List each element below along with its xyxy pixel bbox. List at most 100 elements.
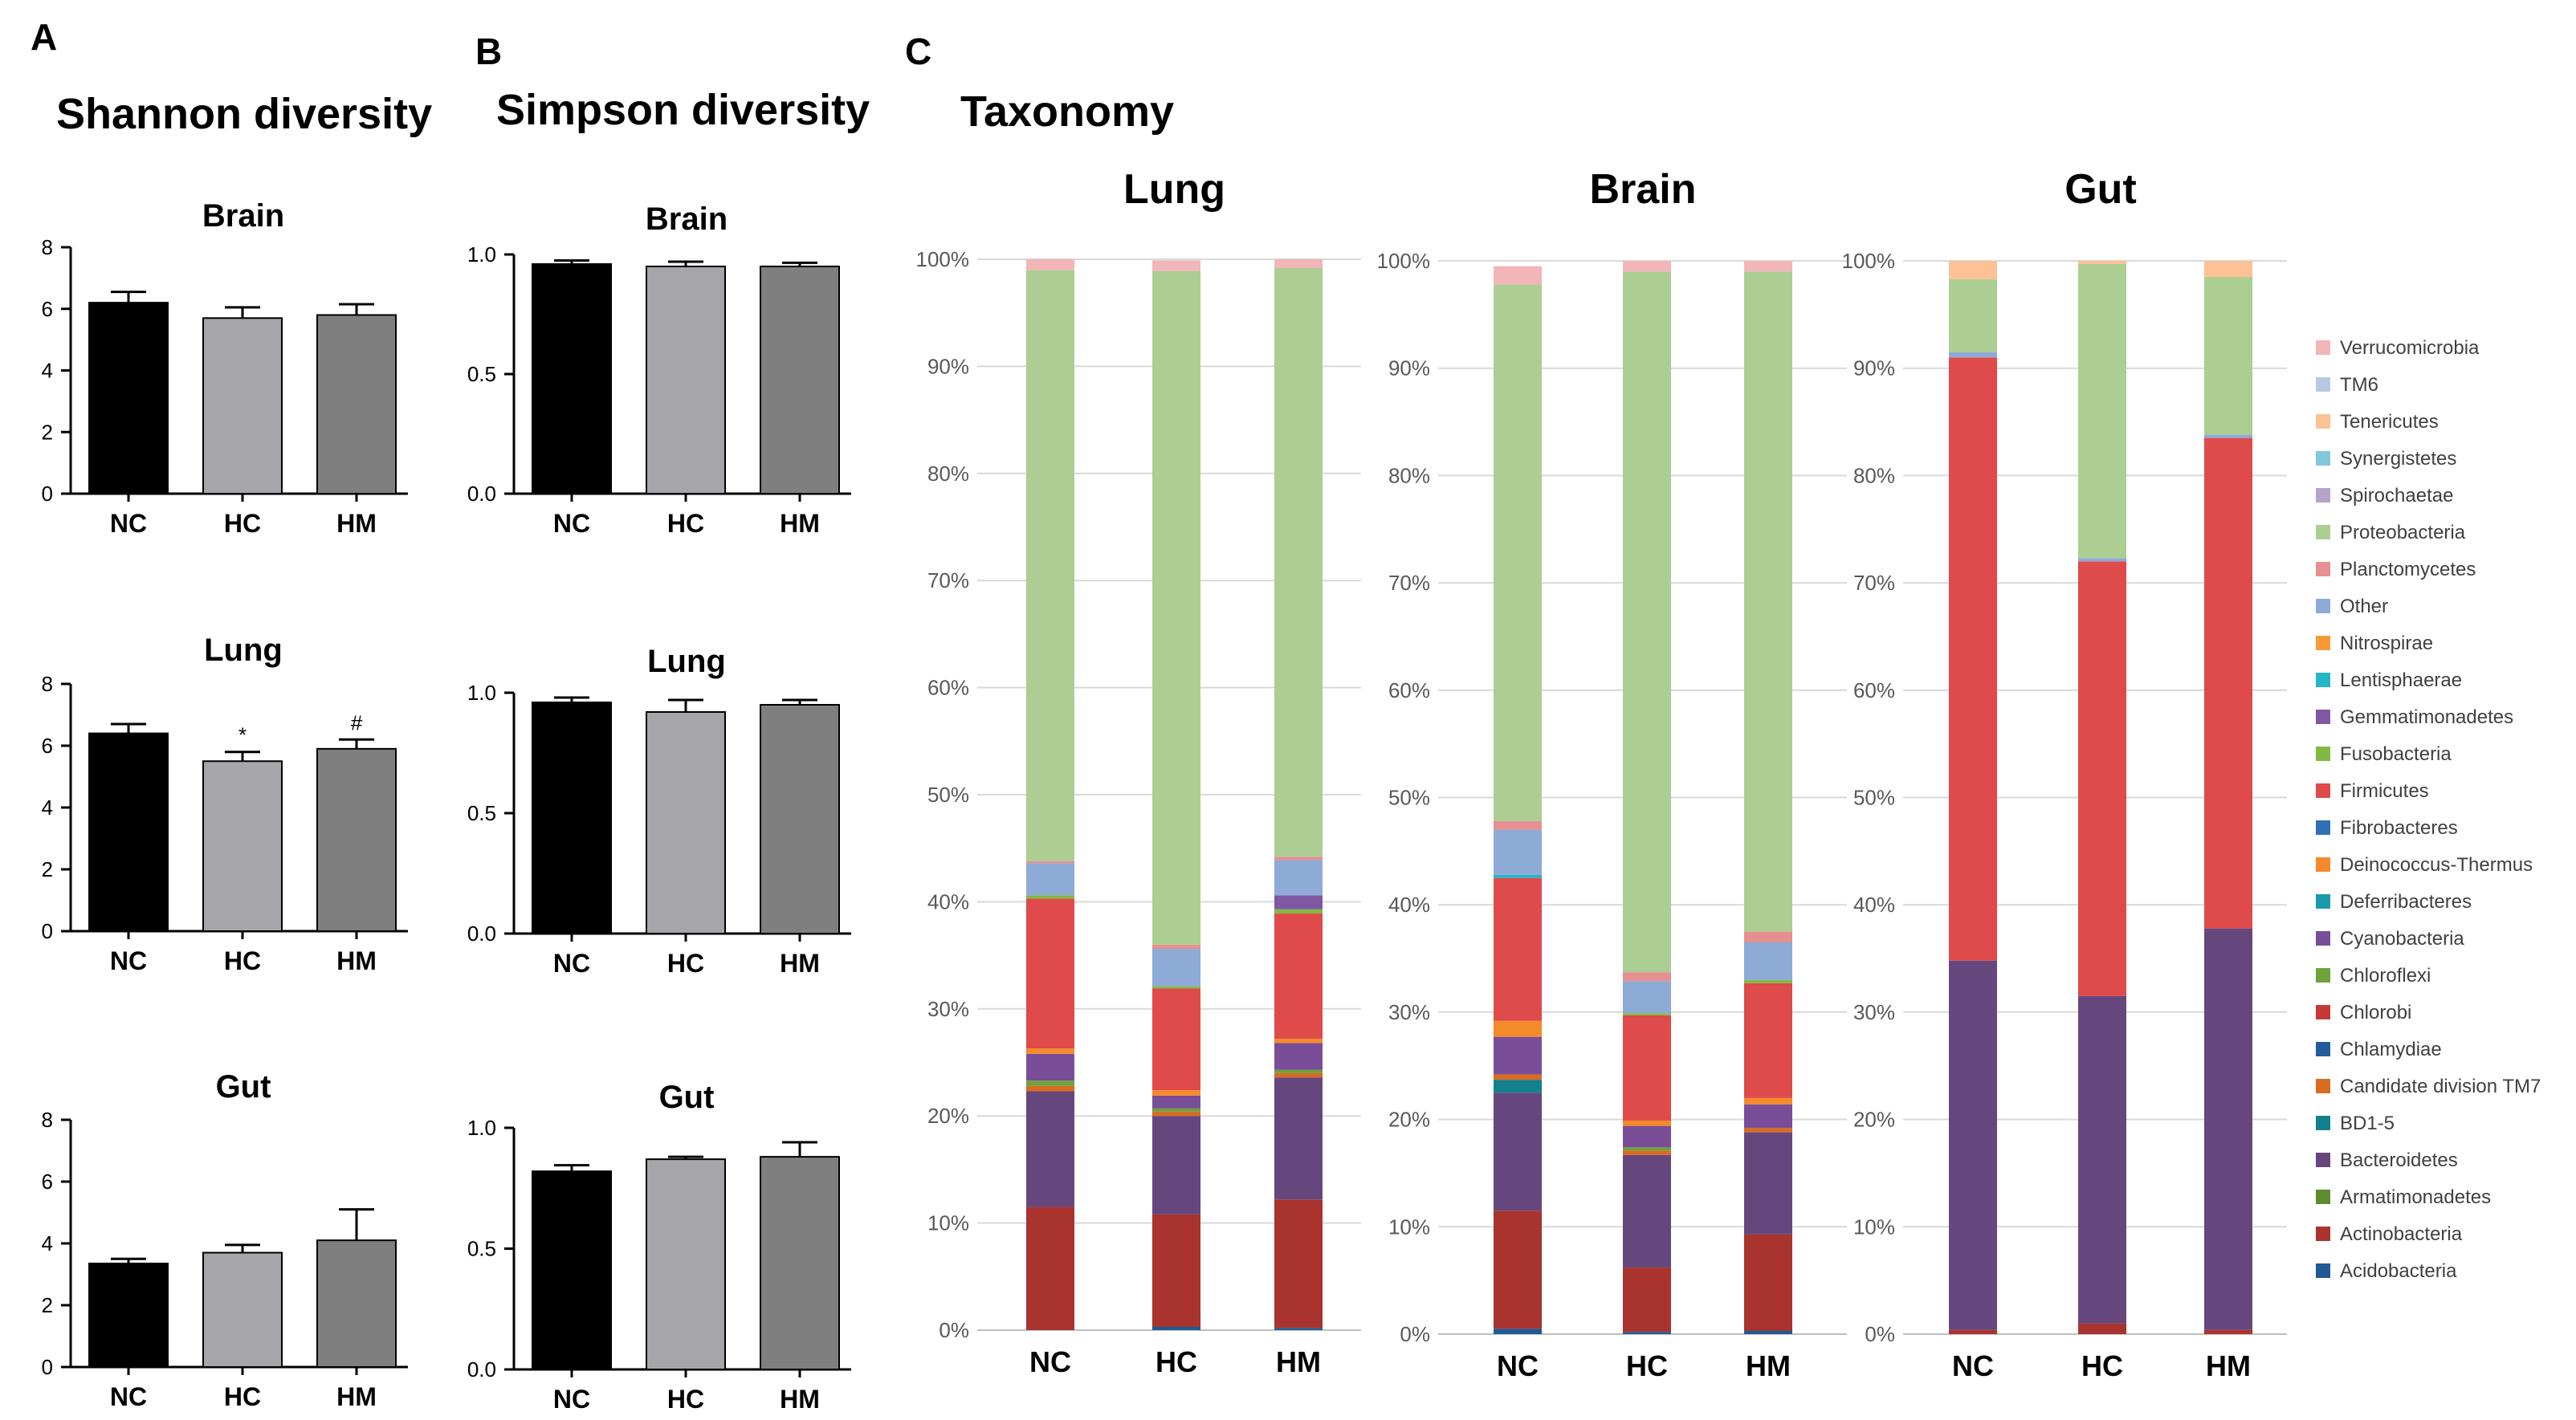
legend-swatch — [2316, 673, 2330, 687]
panel-letter-a: A — [31, 16, 57, 58]
segment-proteobacteria — [1494, 284, 1542, 821]
legend-swatch — [2316, 1005, 2330, 1019]
segment-verrucomicrobia — [1274, 259, 1323, 268]
panel-title-a: Shannon diversity — [56, 90, 432, 138]
y-tick-label: 90% — [927, 354, 969, 378]
legend-label: Tenericutes — [2340, 411, 2439, 433]
chart-simpson-lung: Lung 0.0 0.5 1.0 NC HC HM — [467, 644, 851, 978]
segment-acidobacteria — [1494, 1328, 1542, 1334]
legend-label: Chlorobi — [2340, 1002, 2411, 1023]
x-tick-label: HM — [1746, 1349, 1791, 1382]
segment-other — [1744, 942, 1792, 980]
y-tick-label: 60% — [927, 676, 969, 700]
y-tick-label: 0% — [1865, 1322, 1895, 1346]
legend-swatch — [2316, 968, 2330, 983]
segment-actinobacteria — [1274, 1199, 1323, 1328]
chart-title: Gut — [659, 1080, 715, 1115]
bar-hm — [760, 265, 840, 494]
segment-candidate-division-tm7 — [1744, 1128, 1792, 1133]
segment-cyanobacteria — [1274, 1043, 1323, 1070]
segment-firmicutes — [2204, 437, 2252, 929]
y-tick-label: 50% — [1853, 786, 1895, 810]
x-tick-label: NC — [1952, 1349, 1994, 1382]
segment-other — [1494, 829, 1542, 875]
y-tick-label: 60% — [1388, 678, 1430, 702]
x-tick-label: HM — [2206, 1349, 2251, 1382]
legend-swatch — [2316, 1079, 2330, 1093]
segment-other — [1949, 352, 1997, 358]
segment-firmicutes — [1494, 877, 1542, 1021]
segment-actinobacteria — [1744, 1234, 1792, 1331]
segment-other — [1026, 863, 1074, 896]
chart-title: Brain — [646, 201, 728, 237]
segment-cyanobacteria — [1623, 1125, 1671, 1148]
bar-hc — [202, 1251, 283, 1369]
x-tick-label: NC — [553, 1385, 590, 1414]
segment-other — [2078, 558, 2126, 562]
panel-letter-b: B — [475, 31, 502, 72]
segment-other — [1623, 981, 1671, 1014]
chart-title: Brain — [202, 198, 284, 234]
x-tick-label: HM — [780, 509, 820, 538]
segment-candidate-division-tm7 — [1152, 1111, 1200, 1117]
x-tick-label: HM — [336, 946, 377, 975]
segment-deinococcus-thermus — [1744, 1097, 1792, 1105]
legend-swatch — [2316, 1263, 2330, 1278]
segment-bacteroidetes — [1949, 960, 1997, 1330]
bar-nc — [88, 732, 169, 932]
charts-group: Brain 0 2 4 6 8 NC HC HM Lung 0 2 4 6 8 NC HC * HM # Gut 0 2 4 6… — [42, 166, 2287, 1414]
legend-label: Proteobacteria — [2340, 522, 2466, 543]
y-tick-label: 10% — [1388, 1215, 1430, 1239]
y-tick-label: 2 — [42, 857, 53, 881]
legend-swatch — [2316, 747, 2330, 761]
legend-swatch — [2316, 340, 2330, 355]
y-tick-label: 80% — [927, 462, 969, 486]
segment-candidate-division-tm7 — [1623, 1150, 1671, 1155]
legend-swatch — [2316, 894, 2330, 909]
legend-label: Verrucomicrobia — [2340, 337, 2480, 359]
x-tick-label: HM — [780, 1385, 820, 1414]
legend-swatch — [2316, 710, 2330, 724]
x-tick-label: HC — [224, 509, 261, 538]
segment-proteobacteria — [2078, 264, 2126, 559]
segment-planctomycetes — [1152, 944, 1200, 950]
x-tick-label: HM — [1276, 1345, 1321, 1378]
segment-bacteroidetes — [1026, 1091, 1074, 1207]
bar-nc — [532, 262, 612, 494]
segment-cyanobacteria — [1026, 1053, 1074, 1081]
legend-label: Actinobacteria — [2340, 1223, 2463, 1245]
segment-verrucomicrobia — [1623, 261, 1671, 272]
legend-label: Fusobacteria — [2340, 743, 2452, 765]
legend-swatch — [2316, 931, 2330, 946]
legend-label: Other — [2340, 596, 2388, 617]
segment-actinobacteria — [2204, 1329, 2252, 1334]
y-tick-label: 90% — [1853, 356, 1895, 380]
legend-swatch — [2316, 1153, 2330, 1167]
segment-actinobacteria — [2078, 1323, 2126, 1334]
bar-hc — [202, 317, 283, 495]
legend-swatch — [2316, 414, 2330, 429]
y-tick-label: 0.0 — [467, 922, 496, 946]
y-tick-label: 6 — [42, 1170, 53, 1194]
legend-label: Bacteroidetes — [2340, 1149, 2458, 1171]
y-tick-label: 8 — [42, 1108, 53, 1132]
y-tick-label: 0.5 — [467, 1237, 496, 1261]
x-tick-label: HC — [224, 1382, 261, 1411]
y-tick-label: 0% — [1400, 1322, 1430, 1346]
y-tick-label: 0.5 — [467, 362, 496, 386]
legend-swatch — [2316, 525, 2330, 539]
legend-label: Chloroflexi — [2340, 965, 2431, 987]
y-tick-label: 30% — [1853, 1000, 1895, 1024]
legend-label: Candidate division TM7 — [2340, 1076, 2541, 1097]
panel-letter-c: C — [905, 31, 931, 72]
y-tick-label: 0.0 — [467, 482, 496, 506]
chart-shannon-brain: Brain 0 2 4 6 8 NC HC HM — [42, 198, 408, 538]
legend-swatch — [2316, 1116, 2330, 1130]
y-tick-label: 60% — [1853, 678, 1895, 702]
segment-deinococcus-thermus — [1152, 1090, 1200, 1096]
segment-fusobacteria — [1152, 986, 1200, 989]
segment-firmicutes — [1026, 898, 1074, 1049]
y-tick-label: 2 — [42, 1293, 53, 1317]
segment-other — [2204, 434, 2252, 438]
